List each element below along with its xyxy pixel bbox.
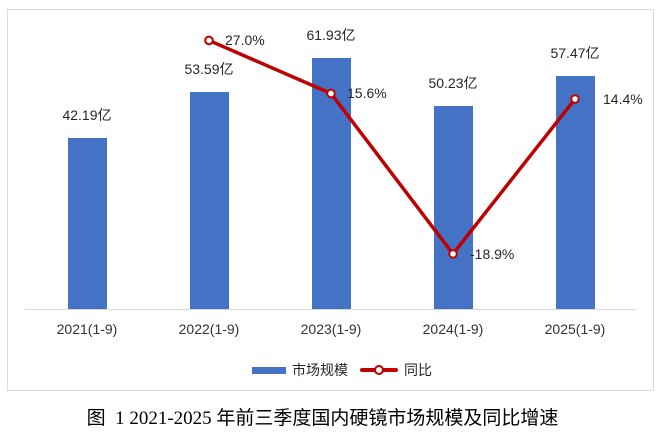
yoy-data-label-2024(1-9): -18.9% — [470, 245, 515, 262]
bar-2024(1-9) — [433, 105, 473, 309]
line-swatch-marker-dot — [374, 365, 384, 375]
x-axis-label-2025(1-9): 2025(1-9) — [544, 321, 606, 337]
bar-data-label-2023(1-9): 61.93亿 — [306, 27, 356, 44]
bar-2023(1-9) — [311, 58, 351, 309]
yoy-marker-2022(1-9) — [204, 35, 214, 46]
x-axis-label-2022(1-9): 2022(1-9) — [178, 321, 240, 337]
yoy-marker-2025(1-9) — [570, 94, 580, 104]
legend-item-market-size: 市场规模 — [252, 360, 348, 380]
x-axis-label-2024(1-9): 2024(1-9) — [422, 321, 484, 337]
x-axis-label-2021(1-9): 2021(1-9) — [56, 321, 118, 337]
yoy-data-label-2022(1-9): 27.0% — [225, 32, 265, 49]
yoy-data-label-2023(1-9): 15.6% — [347, 85, 387, 102]
bar-data-label-2021(1-9): 42.19亿 — [62, 107, 112, 124]
bar-data-label-2022(1-9): 53.59亿 — [184, 60, 234, 77]
bar-2022(1-9) — [189, 91, 229, 309]
bar-2021(1-9) — [67, 138, 107, 309]
yoy-marker-2023(1-9) — [326, 88, 336, 99]
bar-data-label-2024(1-9): 50.23亿 — [428, 74, 478, 91]
figure-caption: 图 1 2021-2025 年前三季度国内硬镜市场规模及同比增速 — [86, 408, 559, 429]
bar-swatch-icon — [252, 366, 286, 374]
legend: 市场规模 同比 — [252, 361, 432, 379]
yoy-marker-2024(1-9) — [448, 249, 458, 259]
yoy-data-label-2025(1-9): 14.4% — [603, 91, 643, 108]
x-axis-label-2023(1-9): 2023(1-9) — [300, 321, 362, 337]
line-marker-swatch-icon — [360, 365, 398, 375]
bar-data-label-2025(1-9): 57.47亿 — [550, 45, 600, 62]
x-axis-line — [25, 309, 636, 310]
legend-label-market-size: 市场规模 — [292, 362, 348, 378]
legend-item-yoy: 同比 — [360, 360, 432, 380]
legend-label-yoy: 同比 — [404, 362, 432, 378]
yoy-line — [207, 38, 577, 256]
